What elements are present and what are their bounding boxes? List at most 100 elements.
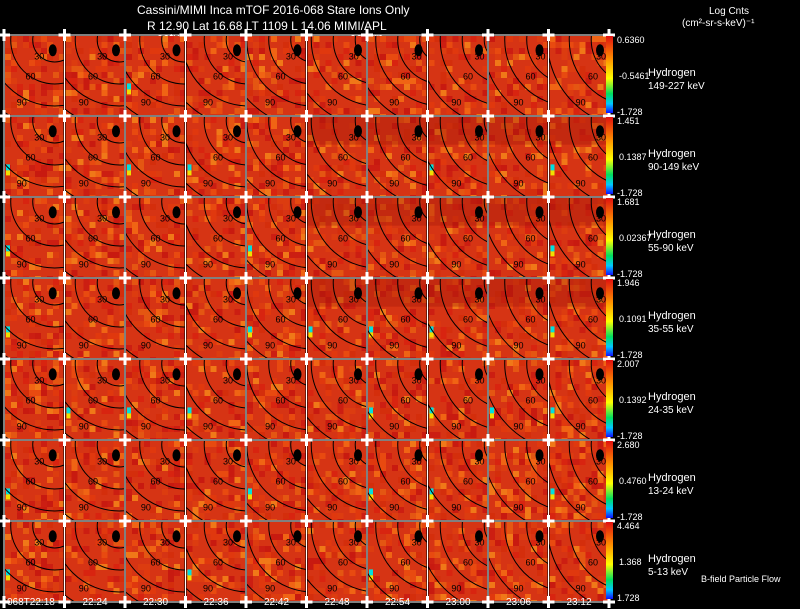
contour-label-60: 60 bbox=[400, 395, 410, 405]
colorbar-max-label: 2.007 bbox=[617, 359, 640, 369]
contour-label-30: 30 bbox=[349, 133, 359, 143]
contour-label-30: 30 bbox=[536, 457, 546, 467]
colorbar-min-label: -1.728 bbox=[617, 512, 643, 522]
chart-title: Cassini/MIMI Inca mTOF 2016-068 Stare Io… bbox=[137, 3, 410, 17]
contour-label-90: 90 bbox=[327, 260, 337, 270]
contour-overlay-r2-c1: 30 60 90 bbox=[64, 198, 124, 279]
contour-label-30: 30 bbox=[97, 295, 107, 305]
contour-label-30: 30 bbox=[97, 457, 107, 467]
contour-label-30: 30 bbox=[412, 457, 422, 467]
contour-label-60: 60 bbox=[338, 557, 348, 567]
contour-label-60: 60 bbox=[150, 233, 160, 243]
contour-overlay-r3-c1: 30 60 90 bbox=[64, 279, 124, 360]
contour-label-30: 30 bbox=[536, 538, 546, 548]
contour-label-30: 30 bbox=[286, 133, 296, 143]
contour-label-60: 60 bbox=[588, 314, 598, 324]
colorbar-mid-label: 0.4760 bbox=[619, 476, 647, 486]
contour-label-60: 60 bbox=[150, 314, 160, 324]
contour-label-60: 60 bbox=[213, 71, 223, 81]
contour-label-90: 90 bbox=[327, 341, 337, 351]
contour-label-90: 90 bbox=[514, 98, 524, 108]
colorbar-max-label: 1.451 bbox=[617, 116, 640, 126]
units-label: Log Cnts bbox=[709, 6, 750, 17]
contour-label-90: 90 bbox=[203, 584, 213, 594]
contour-label-90: 90 bbox=[79, 503, 89, 513]
channel-energy-label: 24-35 keV bbox=[648, 405, 694, 416]
channel-energy-label: 13-24 keV bbox=[648, 486, 694, 497]
contour-label-30: 30 bbox=[349, 295, 359, 305]
contour-overlay-r6-c0: 30 60 90 bbox=[4, 522, 64, 603]
time-tick-label: 22:24 bbox=[82, 597, 108, 608]
contour-label-30: 30 bbox=[596, 457, 606, 467]
contour-label-60: 60 bbox=[25, 314, 35, 324]
image-cell-r3-c2 bbox=[126, 279, 185, 358]
contour-label-30: 30 bbox=[34, 52, 44, 62]
contour-label-60: 60 bbox=[150, 71, 160, 81]
contour-label-90: 90 bbox=[203, 422, 213, 432]
time-tick-label: 22:42 bbox=[264, 597, 290, 608]
contour-label-30: 30 bbox=[286, 295, 296, 305]
contour-label-30: 30 bbox=[596, 133, 606, 143]
contour-label-30: 30 bbox=[596, 52, 606, 62]
contour-label-90: 90 bbox=[327, 98, 337, 108]
channel-species-label: Hydrogen bbox=[648, 148, 696, 160]
contour-label-30: 30 bbox=[34, 133, 44, 143]
contour-label-30: 30 bbox=[223, 538, 233, 548]
image-cell-r0-c5 bbox=[307, 36, 366, 115]
contour-label-30: 30 bbox=[475, 376, 485, 386]
channel-energy-label: 90-149 keV bbox=[648, 162, 700, 173]
channel-energy-label: 149-227 keV bbox=[648, 81, 705, 92]
contour-label-30: 30 bbox=[97, 538, 107, 548]
contour-label-90: 90 bbox=[79, 260, 89, 270]
image-cell-r0-c7 bbox=[428, 36, 487, 115]
contour-label-90: 90 bbox=[203, 179, 213, 189]
time-tick-label: 23:12 bbox=[566, 597, 592, 608]
colorbar-max-label: 1.946 bbox=[617, 278, 640, 288]
image-cell-r5-c8 bbox=[489, 441, 548, 520]
contour-label-90: 90 bbox=[576, 341, 586, 351]
image-cell-r6-c0 bbox=[5, 522, 64, 601]
contour-label-60: 60 bbox=[213, 395, 223, 405]
contour-label-90: 90 bbox=[389, 260, 399, 270]
contour-label-30: 30 bbox=[349, 214, 359, 224]
contour-label-90: 90 bbox=[141, 503, 151, 513]
contour-label-60: 60 bbox=[25, 395, 35, 405]
colorbar-2 bbox=[606, 198, 613, 275]
contour-label-30: 30 bbox=[160, 376, 170, 386]
contour-label-90: 90 bbox=[17, 584, 27, 594]
contour-label-90: 90 bbox=[576, 584, 586, 594]
contour-label-60: 60 bbox=[463, 233, 473, 243]
colorbar-mid-label: 0.1392 bbox=[619, 395, 647, 405]
contour-label-60: 60 bbox=[588, 557, 598, 567]
contour-label-30: 30 bbox=[34, 295, 44, 305]
contour-label-60: 60 bbox=[525, 557, 535, 567]
contour-label-60: 60 bbox=[150, 476, 160, 486]
contour-label-60: 60 bbox=[400, 557, 410, 567]
contour-label-60: 60 bbox=[213, 476, 223, 486]
contour-label-90: 90 bbox=[576, 422, 586, 432]
contour-label-90: 90 bbox=[17, 98, 27, 108]
contour-label-60: 60 bbox=[588, 233, 598, 243]
units-expression: (cm²-sr-s-keV)⁻¹ bbox=[682, 18, 755, 29]
contour-label-30: 30 bbox=[412, 52, 422, 62]
contour-label-30: 30 bbox=[160, 133, 170, 143]
time-tick-label: 22:30 bbox=[143, 597, 169, 608]
contour-label-90: 90 bbox=[389, 341, 399, 351]
footer-note: B-field Particle Flow bbox=[701, 574, 781, 584]
colorbar-mid-label: 0.1091 bbox=[619, 314, 647, 324]
contour-label-60: 60 bbox=[88, 233, 98, 243]
contour-label-90: 90 bbox=[514, 503, 524, 513]
contour-label-30: 30 bbox=[475, 538, 485, 548]
contour-label-60: 60 bbox=[463, 71, 473, 81]
contour-label-60: 60 bbox=[463, 395, 473, 405]
